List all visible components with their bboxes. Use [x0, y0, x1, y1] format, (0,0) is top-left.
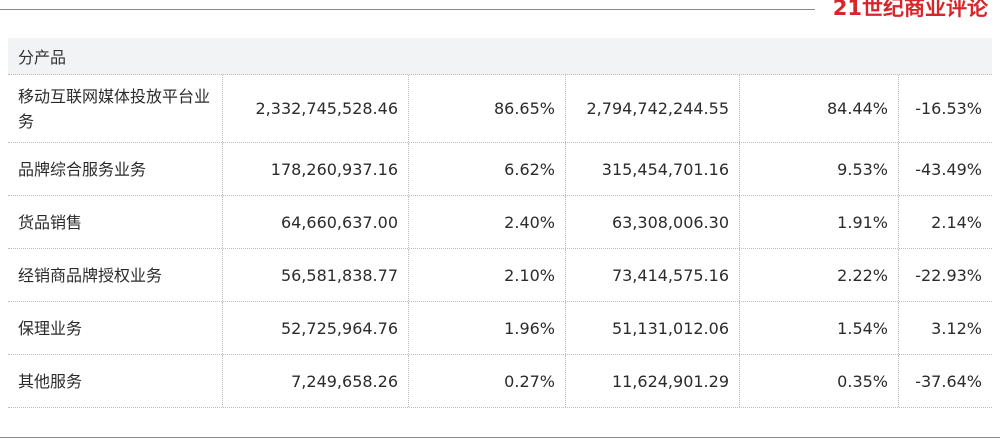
prior-amount-cell: 63,308,006.30 [565, 196, 739, 248]
prior-share-cell: 1.54% [739, 302, 898, 354]
prior-share-cell: 84.44% [739, 75, 898, 142]
row-name-cell: 移动互联网媒体投放平台业务 [18, 86, 211, 131]
change-rate-cell: -22.93% [898, 249, 992, 301]
current-amount-cell: 56,581,838.77 [222, 249, 408, 301]
prior-amount-cell: 2,794,742,244.55 [565, 75, 739, 142]
table-row: 保理业务 52,725,964.76 1.96% 51,131,012.06 1… [8, 302, 992, 355]
table-row: 品牌综合服务业务 178,260,937.16 6.62% 315,454,70… [8, 143, 992, 196]
revenue-by-product-table: 分产品 移动互联网媒体投放平台业务 2,332,745,528.46 86.65… [8, 38, 992, 408]
row-name-cell: 货品销售 [18, 212, 83, 232]
current-share-cell: 0.27% [408, 355, 565, 407]
prior-amount-cell: 11,624,901.29 [565, 355, 739, 407]
prior-share-cell: 2.22% [739, 249, 898, 301]
change-rate-cell: 3.12% [898, 302, 992, 354]
prior-amount-cell: 51,131,012.06 [565, 302, 739, 354]
top-divider-line [0, 9, 815, 10]
current-share-cell: 2.10% [408, 249, 565, 301]
prior-share-cell: 1.91% [739, 196, 898, 248]
brand-logo-text: 21世纪商业评论 [832, 0, 988, 20]
section-header: 分产品 [8, 38, 992, 75]
table-row: 货品销售 64,660,637.00 2.40% 63,308,006.30 1… [8, 196, 992, 249]
table-row: 移动互联网媒体投放平台业务 2,332,745,528.46 86.65% 2,… [8, 75, 992, 143]
section-header-label: 分产品 [18, 48, 67, 67]
current-share-cell: 1.96% [408, 302, 565, 354]
table-row: 其他服务 7,249,658.26 0.27% 11,624,901.29 0.… [8, 355, 992, 408]
current-amount-cell: 52,725,964.76 [222, 302, 408, 354]
row-name-cell: 保理业务 [18, 318, 83, 338]
row-name-cell: 品牌综合服务业务 [18, 159, 147, 179]
current-amount-cell: 178,260,937.16 [222, 143, 408, 195]
change-rate-cell: -16.53% [898, 75, 992, 142]
change-rate-cell: -43.49% [898, 143, 992, 195]
change-rate-cell: -37.64% [898, 355, 992, 407]
current-share-cell: 6.62% [408, 143, 565, 195]
current-amount-cell: 7,249,658.26 [222, 355, 408, 407]
prior-share-cell: 0.35% [739, 355, 898, 407]
bottom-divider-line [0, 437, 1000, 438]
prior-amount-cell: 315,454,701.16 [565, 143, 739, 195]
current-share-cell: 2.40% [408, 196, 565, 248]
row-name-cell: 经销商品牌授权业务 [18, 265, 163, 285]
table-row: 经销商品牌授权业务 56,581,838.77 2.10% 73,414,575… [8, 249, 992, 302]
change-rate-cell: 2.14% [898, 196, 992, 248]
current-amount-cell: 2,332,745,528.46 [222, 75, 408, 142]
row-name-cell: 其他服务 [18, 371, 83, 391]
current-amount-cell: 64,660,637.00 [222, 196, 408, 248]
prior-amount-cell: 73,414,575.16 [565, 249, 739, 301]
current-share-cell: 86.65% [408, 75, 565, 142]
prior-share-cell: 9.53% [739, 143, 898, 195]
